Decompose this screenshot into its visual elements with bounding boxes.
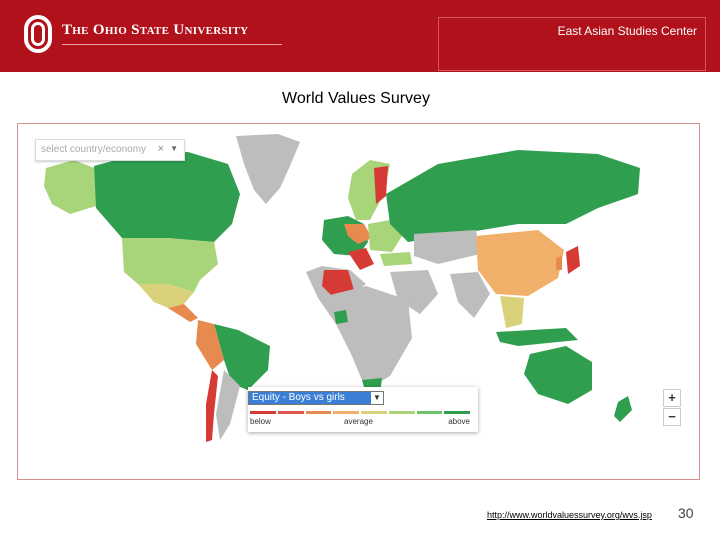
chevron-down-icon[interactable]: ▼ xyxy=(170,144,178,153)
legend-mid-label: average xyxy=(344,417,373,426)
map-region-russia[interactable] xyxy=(386,150,640,242)
country-select[interactable]: select country/economy × ▼ xyxy=(35,139,185,161)
map-region-canada[interactable] xyxy=(94,152,240,242)
map-region-new-zealand[interactable] xyxy=(614,396,632,422)
indicator-select-value: Equity - Boys vs girls xyxy=(252,392,345,403)
indicator-select[interactable]: Equity - Boys vs girls ▼ xyxy=(248,391,384,405)
center-name-box: East Asian Studies Center xyxy=(438,17,706,71)
map-region-chile[interactable] xyxy=(206,370,218,442)
map-region-korea[interactable] xyxy=(556,256,562,270)
source-link[interactable]: http://www.worldvaluessurvey.org/wvs.jsp xyxy=(487,510,652,520)
map-region-alaska[interactable] xyxy=(44,160,96,214)
map-legend: Equity - Boys vs girls ▼ below average a… xyxy=(248,387,478,432)
map-region-greenland[interactable] xyxy=(236,134,300,204)
map-region-usa[interactable] xyxy=(122,238,218,292)
legend-color-scale xyxy=(250,411,472,414)
legend-swatch xyxy=(416,411,443,414)
zoom-in-button[interactable]: + xyxy=(663,389,681,407)
map-region-argentina[interactable] xyxy=(216,370,240,440)
center-name: East Asian Studies Center xyxy=(557,24,697,38)
map-region-australia[interactable] xyxy=(524,346,592,404)
logo-underline xyxy=(62,44,282,45)
university-name: The Ohio State University xyxy=(62,22,249,38)
world-map[interactable] xyxy=(18,124,700,480)
map-region-middle-east[interactable] xyxy=(390,270,438,314)
legend-swatch xyxy=(388,411,415,414)
map-region-japan[interactable] xyxy=(566,246,580,274)
legend-swatch xyxy=(250,411,276,414)
legend-high-label: above xyxy=(448,417,470,426)
page-number: 30 xyxy=(678,505,694,521)
map-region-indonesia[interactable] xyxy=(496,328,578,346)
map-region-turkey[interactable] xyxy=(380,252,412,266)
map-region-india[interactable] xyxy=(450,272,490,318)
map-region-nigeria[interactable] xyxy=(334,310,348,324)
map-region-china[interactable] xyxy=(476,230,564,296)
chevron-down-icon[interactable]: ▼ xyxy=(371,392,383,404)
legend-swatch xyxy=(361,411,387,414)
map-region-southeast-asia[interactable] xyxy=(500,296,524,328)
legend-swatch xyxy=(277,411,304,414)
map-region-colombia-peru[interactable] xyxy=(196,320,224,370)
map-region-central-asia[interactable] xyxy=(414,230,480,264)
map-region-finland[interactable] xyxy=(374,166,388,204)
header-banner: The Ohio State University East Asian Stu… xyxy=(0,0,720,72)
legend-low-label: below xyxy=(250,417,271,426)
map-region-central-america[interactable] xyxy=(168,304,198,322)
zoom-out-button[interactable]: − xyxy=(663,408,681,426)
map-region-sub-saharan-africa[interactable] xyxy=(318,286,412,390)
country-select-placeholder: select country/economy xyxy=(41,144,147,155)
map-region-eastern-europe[interactable] xyxy=(368,220,402,252)
map-region-brazil[interactable] xyxy=(214,324,270,390)
clear-icon[interactable]: × xyxy=(157,143,164,155)
world-map-panel[interactable]: select country/economy × ▼ Equity - Boys… xyxy=(17,123,700,480)
map-region-mexico[interactable] xyxy=(138,284,194,308)
map-region-central-europe[interactable] xyxy=(344,224,372,244)
legend-swatch xyxy=(305,411,332,414)
university-block-o-logo xyxy=(24,15,52,53)
legend-swatch xyxy=(444,411,470,414)
map-region-southern-europe[interactable] xyxy=(348,248,374,270)
legend-swatch xyxy=(333,411,359,414)
slide-title: World Values Survey xyxy=(282,90,430,107)
